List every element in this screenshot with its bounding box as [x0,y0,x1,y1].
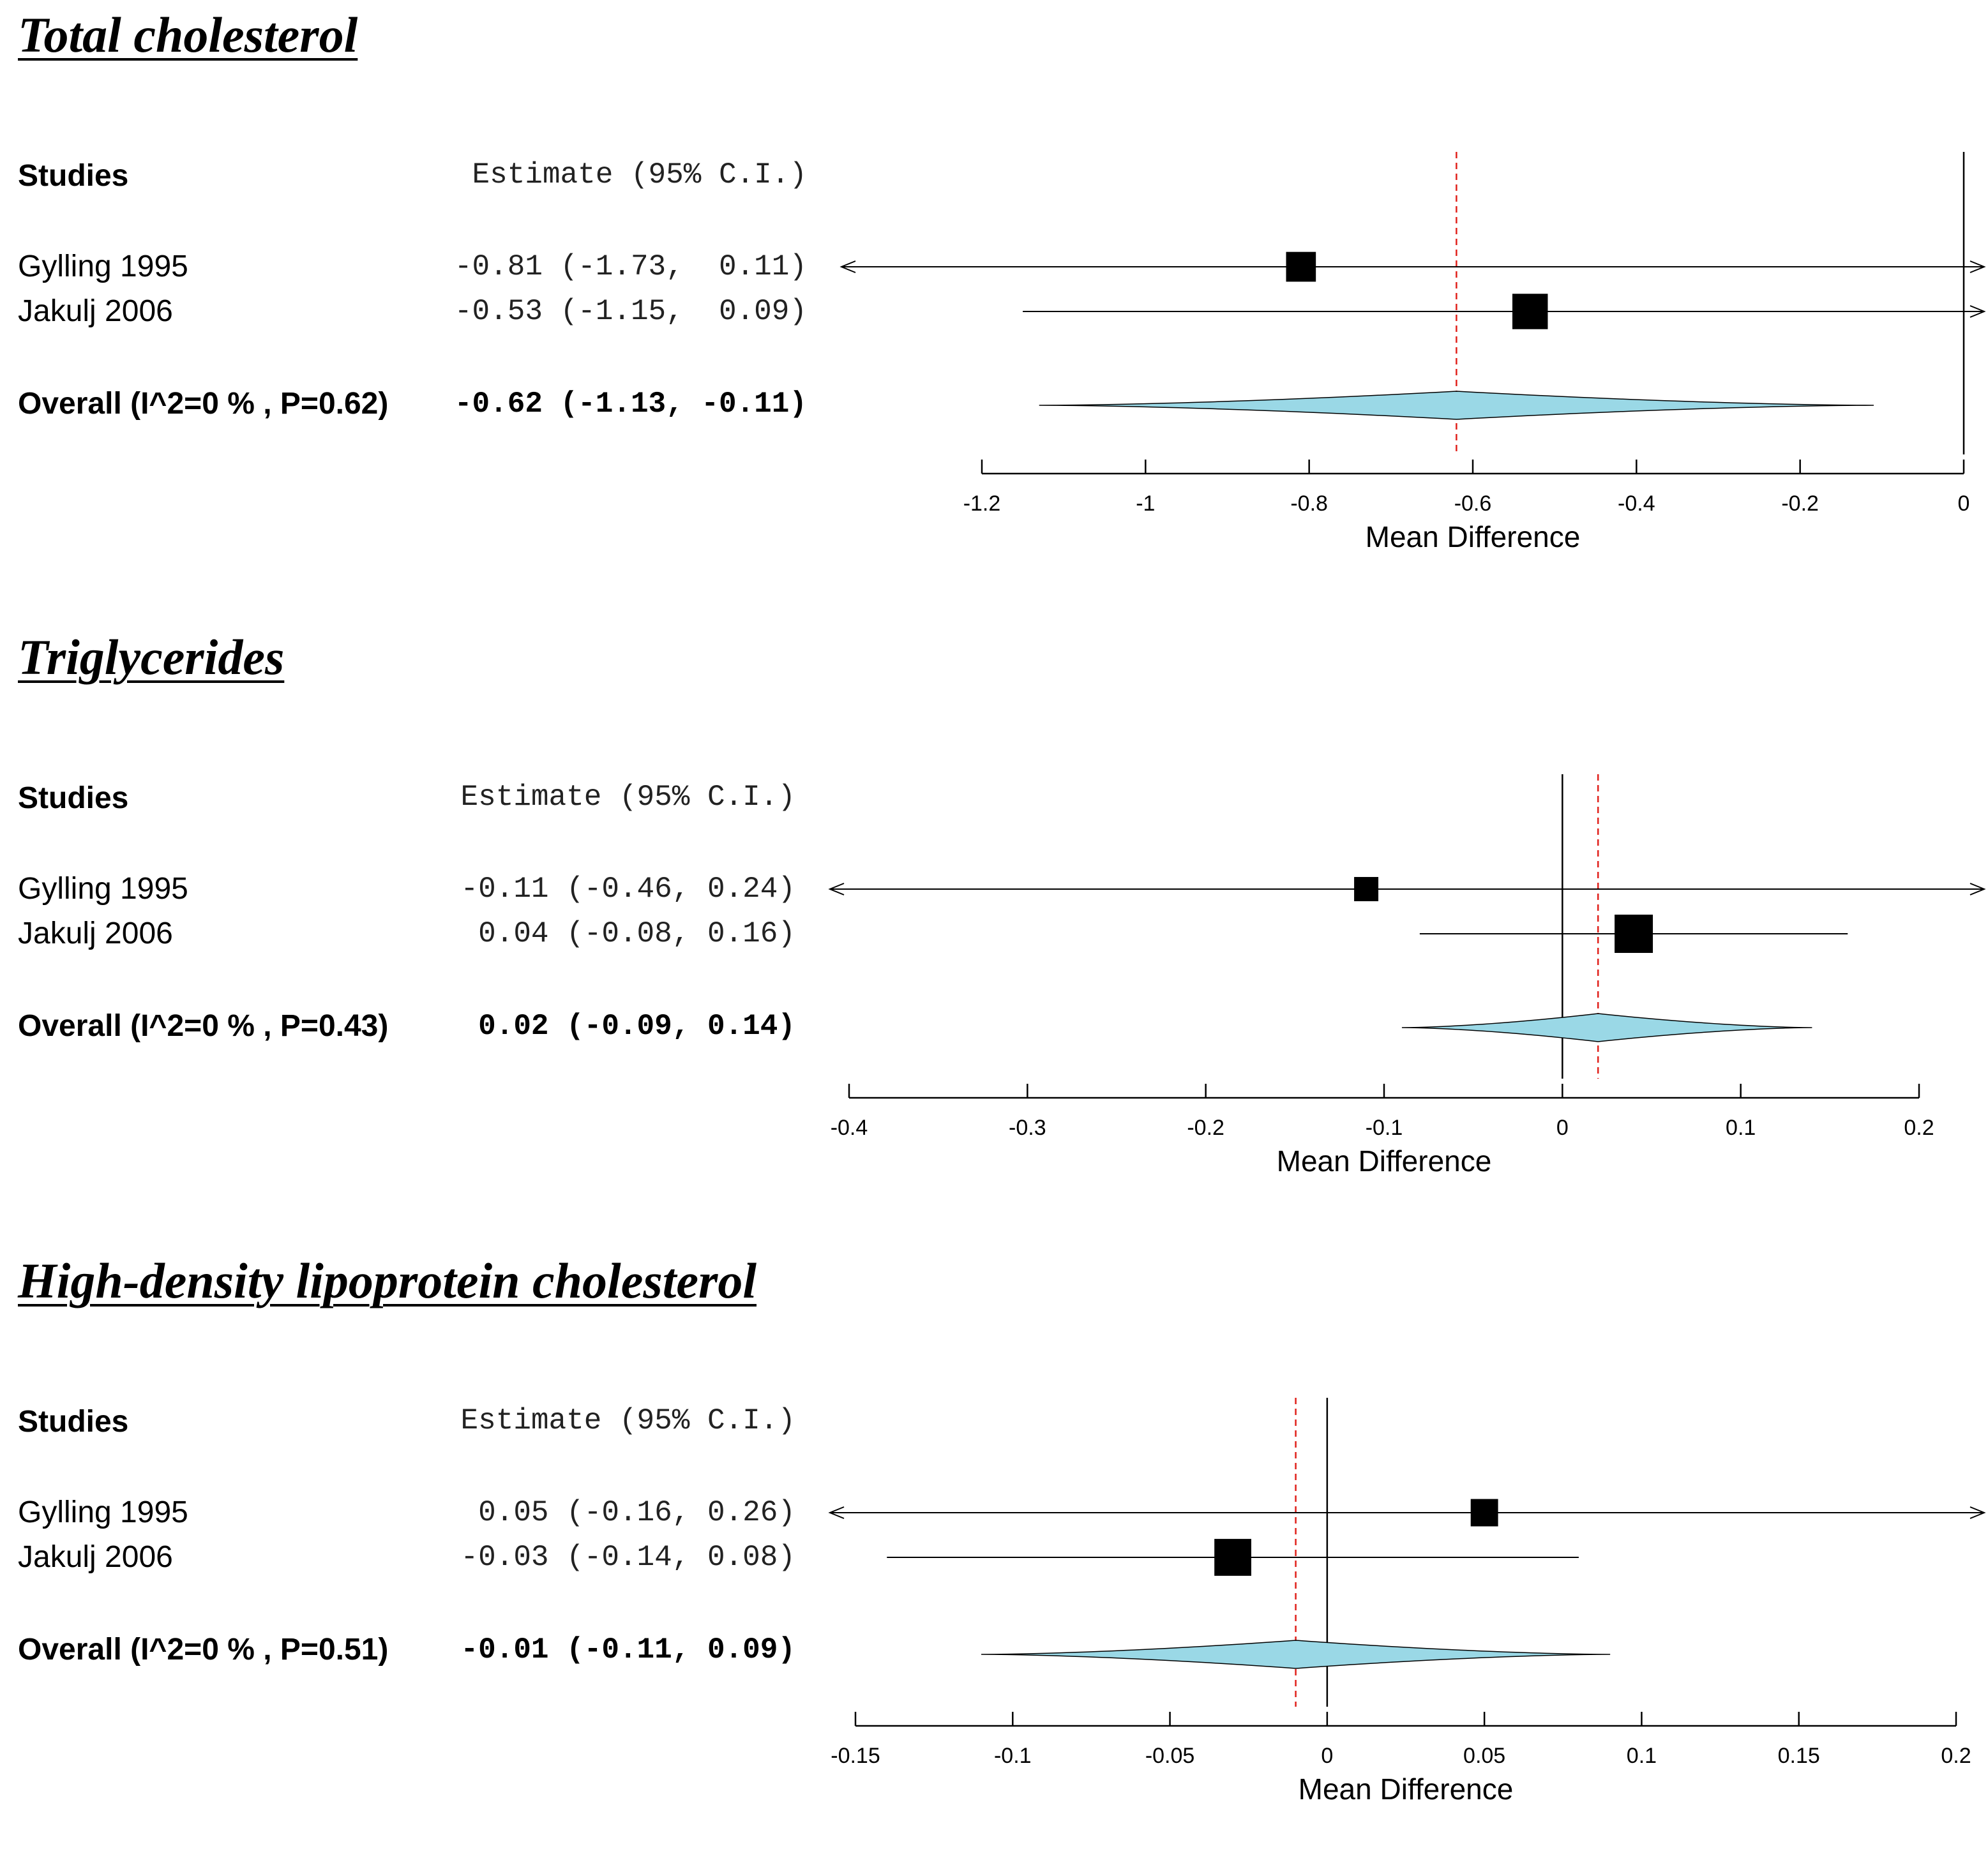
x-tick-label: 0 [1321,1744,1333,1768]
x-tick-label: -0.05 [1145,1744,1195,1768]
ci-truncated-right-arrow [1969,305,1986,318]
panel-title: Total cholesterol [18,7,358,63]
forest-plot-svg: -1.2 -1 -0.8 -0.6 -0.4 -0.2 0 Mean Difference [840,152,1986,553]
x-tick-label: -0.1 [994,1744,1032,1768]
x-tick-label: -0.6 [1454,491,1492,516]
ci-truncated-left-arrow [828,1506,845,1519]
ci-truncated-left-arrow [840,260,856,273]
x-tick-label: 0.2 [1904,1116,1934,1140]
ci-truncated-right-arrow [1969,1506,1986,1519]
study-name: Jakulj 2006 [18,1540,173,1574]
overall-label: Overall (I^2=0 % , P=0.62) [18,387,389,421]
overall-estimate: -0.62 (-1.13, -0.11) [454,387,807,421]
x-tick-label: -0.2 [1781,491,1819,516]
study-estimate: -0.03 (-0.14, 0.08) [460,1541,796,1574]
x-tick-label: -0.4 [1618,491,1655,516]
study-effect-square [1615,915,1653,953]
estimate-column-header: Estimate (95% C.I.) [460,1404,796,1437]
forest-plot-svg: -0.4 -0.3 -0.2 -0.1 0 0.1 0.2 Mean Difference [828,774,1986,1178]
forest-panel-hdl-cholesterol: -0.15 -0.1 -0.05 0 0.05 0.1 0.15 0.2 Mean Differ… [0,1246,1988,1865]
ci-truncated-right-arrow [1969,260,1986,273]
x-axis-label: Mean Difference [1299,1772,1514,1806]
forest-panel-total-cholesterol: -1.2 -1 -0.8 -0.6 -0.4 -0.2 0 Mean Difference T… [0,0,1988,619]
ci-truncated-right-arrow [1969,883,1986,895]
study-effect-square [1286,251,1316,282]
study-name: Gylling 1995 [18,250,188,283]
overall-diamond [1401,1013,1812,1042]
x-tick-label: 0.1 [1726,1116,1756,1140]
x-tick-label: -0.4 [831,1116,868,1140]
overall-diamond [1039,391,1874,420]
overall-estimate: -0.01 (-0.11, 0.09) [460,1633,796,1667]
study-name: Gylling 1995 [18,1495,188,1529]
panel-title: High-density lipoprotein cholesterol [18,1253,757,1308]
x-tick-label: -1.2 [963,491,1001,516]
study-name: Gylling 1995 [18,872,188,906]
study-effect-square [1512,294,1548,329]
x-tick-label: 0.1 [1627,1744,1657,1768]
overall-diamond [981,1640,1611,1669]
study-effect-square [1470,1499,1498,1527]
study-estimate: -0.81 (-1.73, 0.11) [454,250,807,283]
x-axis-label: Mean Difference [1366,520,1581,553]
study-effect-square [1354,877,1379,901]
ci-truncated-left-arrow [828,883,845,895]
study-name: Jakulj 2006 [18,294,173,328]
x-tick-label: -0.15 [831,1744,880,1768]
overall-estimate: 0.02 (-0.09, 0.14) [460,1010,795,1043]
study-effect-square [1214,1539,1251,1576]
studies-column-header: Studies [18,1405,129,1439]
overall-label: Overall (I^2=0 % , P=0.43) [18,1009,389,1043]
forest-plot-svg: -0.15 -0.1 -0.05 0 0.05 0.1 0.15 0.2 Mean Differ… [828,1398,1986,1806]
panel-title: Triglycerides [18,629,285,685]
study-estimate: 0.05 (-0.16, 0.26) [460,1496,795,1529]
studies-column-header: Studies [18,159,129,193]
x-tick-label: -0.2 [1187,1116,1224,1140]
studies-column-header: Studies [18,781,129,815]
study-estimate: -0.53 (-1.15, 0.09) [454,295,807,328]
x-tick-label: -1 [1136,491,1155,516]
study-estimate: -0.11 (-0.46, 0.24) [460,873,796,906]
forest-panel-triglycerides: -0.4 -0.3 -0.2 -0.1 0 0.1 0.2 Mean Difference T… [0,622,1988,1241]
x-tick-label: 0 [1958,491,1970,516]
x-tick-label: -0.8 [1290,491,1328,516]
estimate-column-header: Estimate (95% C.I.) [460,781,796,814]
x-tick-label: 0.15 [1778,1744,1820,1768]
estimate-column-header: Estimate (95% C.I.) [472,158,808,191]
x-tick-label: 0.2 [1941,1744,1971,1768]
study-estimate: 0.04 (-0.08, 0.16) [460,917,795,950]
x-tick-label: -0.1 [1366,1116,1403,1140]
x-axis-label: Mean Difference [1277,1144,1492,1178]
x-tick-label: -0.3 [1009,1116,1046,1140]
overall-label: Overall (I^2=0 % , P=0.51) [18,1633,389,1667]
x-tick-label: 0 [1556,1116,1569,1140]
study-name: Jakulj 2006 [18,917,173,950]
x-tick-label: 0.05 [1463,1744,1505,1768]
